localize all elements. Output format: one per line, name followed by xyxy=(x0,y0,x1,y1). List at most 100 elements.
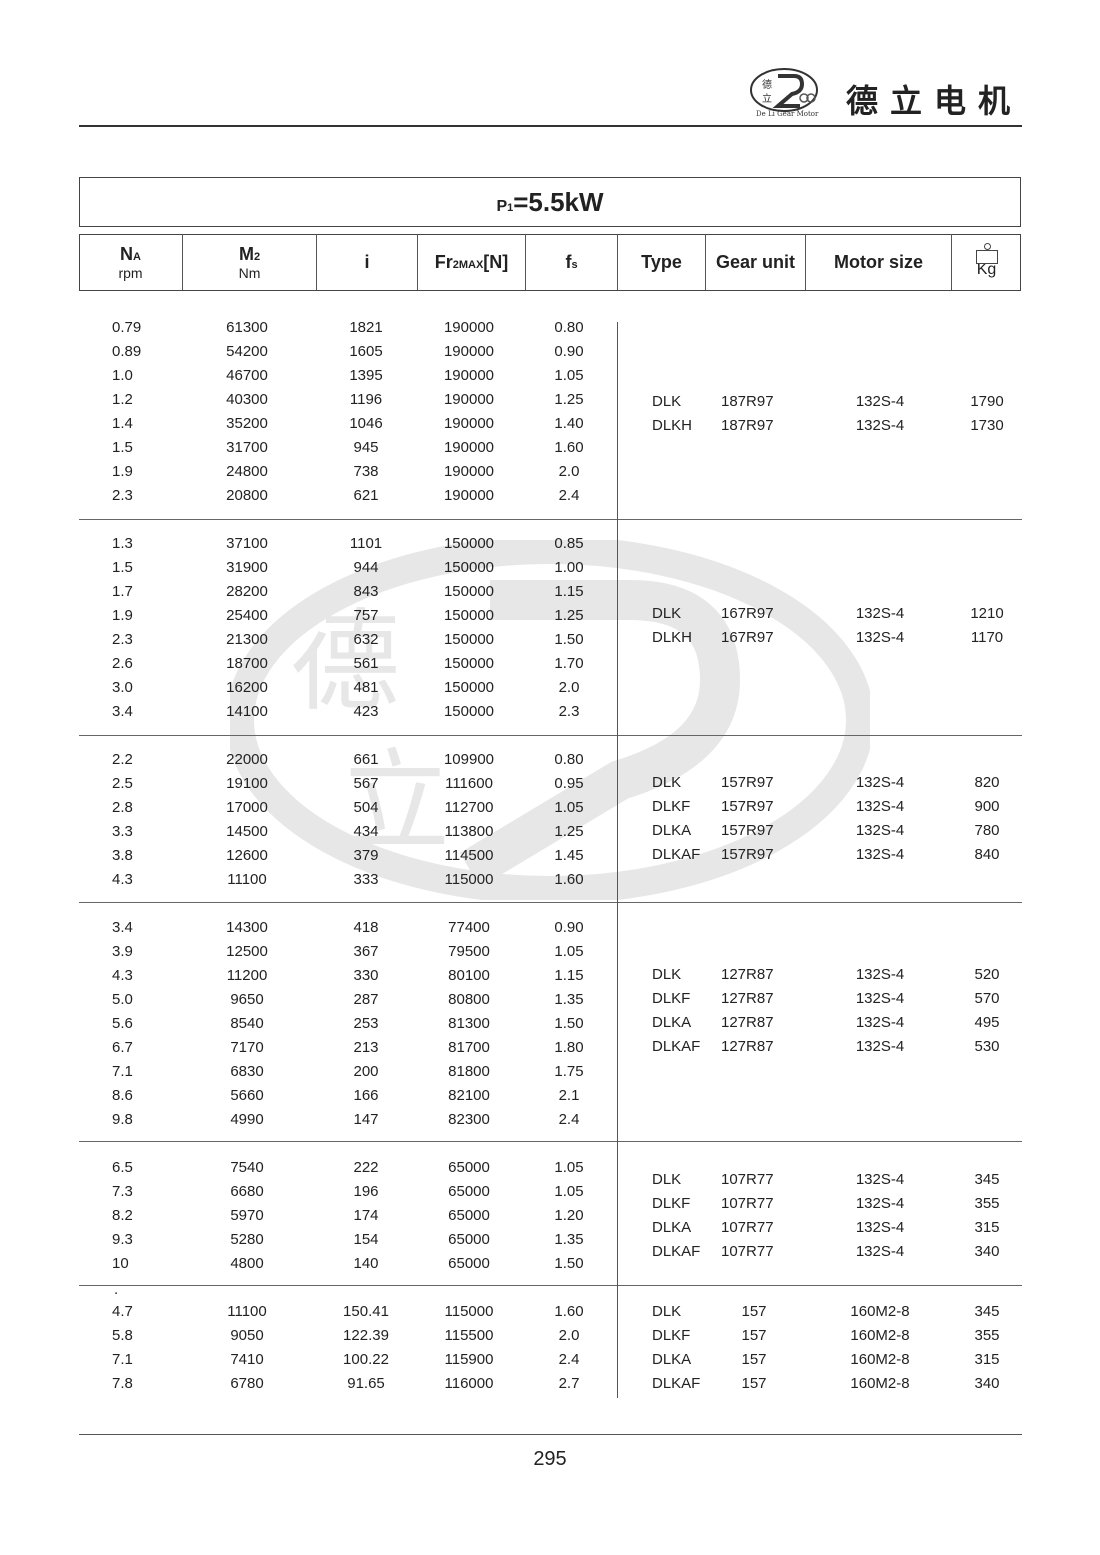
cell-fs: 1.60 xyxy=(554,871,584,888)
cell-i: 1046 xyxy=(349,415,383,432)
cell-fr2max: 190000 xyxy=(443,415,495,432)
cell-na: 3.4 xyxy=(112,703,133,720)
cell-fs: 1.00 xyxy=(554,559,584,576)
cell-na: 7.1 xyxy=(112,1063,133,1080)
cell-i: 333 xyxy=(353,871,379,888)
cell-fr2max: 109900 xyxy=(443,751,495,768)
cell-fs: 1.15 xyxy=(554,967,584,984)
cell-fs: 1.60 xyxy=(554,1303,584,1320)
cell-type: DLKAF xyxy=(652,1038,701,1055)
cell-m2: 40300 xyxy=(226,391,268,408)
cell-m2: 35200 xyxy=(226,415,268,432)
section-divider xyxy=(79,902,1022,903)
cell-type: DLKAF xyxy=(652,846,701,863)
section-divider xyxy=(79,1285,1022,1286)
cell-i: 632 xyxy=(353,631,379,648)
cell-fs: 1.50 xyxy=(554,631,584,648)
cell-fs: 1.35 xyxy=(554,1231,584,1248)
cell-m2: 8540 xyxy=(230,1015,264,1032)
cell-i: 843 xyxy=(353,583,379,600)
cell-motor-size: 160M2-8 xyxy=(850,1375,910,1392)
cell-weight: 530 xyxy=(974,1038,1000,1055)
cell-type: DLKF xyxy=(652,1327,691,1344)
cell-fr2max: 81800 xyxy=(448,1063,490,1080)
cell-fs: 2.1 xyxy=(558,1087,580,1104)
cell-i: 567 xyxy=(353,775,379,792)
cell-fs: 1.20 xyxy=(554,1207,584,1224)
cell-i: 757 xyxy=(353,607,379,624)
cell-m2: 14300 xyxy=(226,919,268,936)
cell-na: 1.7 xyxy=(112,583,133,600)
cell-i: 481 xyxy=(353,679,379,696)
table-header xyxy=(79,234,1021,291)
cell-m2: 54200 xyxy=(226,343,268,360)
header-motor-size: Motor size xyxy=(806,234,952,290)
cell-weight: 345 xyxy=(974,1171,1000,1188)
cell-fs: 1.05 xyxy=(554,799,584,816)
cell-fs: 2.4 xyxy=(558,1111,580,1128)
cell-fr2max: 150000 xyxy=(443,703,495,720)
title-subscript: 1 xyxy=(507,201,514,214)
cell-weight: 315 xyxy=(974,1351,1000,1368)
header-weight: Kg xyxy=(952,234,1021,290)
cell-motor-size: 160M2-8 xyxy=(850,1351,910,1368)
section-divider xyxy=(79,1141,1022,1142)
cell-na: 1.9 xyxy=(112,463,133,480)
cell-fr2max: 115000 xyxy=(444,871,494,888)
cell-na: 1.3 xyxy=(112,535,133,552)
brand-name: 德立电机 xyxy=(846,82,1023,120)
section-divider xyxy=(79,519,1022,520)
cell-weight: 1170 xyxy=(970,629,1004,646)
cell-m2: 31900 xyxy=(226,559,268,576)
cell-fr2max: 79500 xyxy=(448,943,490,960)
cell-i: 423 xyxy=(353,703,379,720)
cell-motor-size: 132S-4 xyxy=(855,846,905,863)
bottom-rule xyxy=(79,1434,1022,1435)
cell-fr2max: 190000 xyxy=(443,439,495,456)
cell-type: DLKAF xyxy=(652,1375,701,1392)
cell-fs: 2.7 xyxy=(558,1375,580,1392)
cell-fr2max: 115000 xyxy=(444,1303,494,1320)
cell-i: 140 xyxy=(353,1255,379,1272)
cell-motor-size: 132S-4 xyxy=(855,417,905,434)
cell-na: 2.6 xyxy=(112,655,133,672)
section-divider xyxy=(79,735,1022,736)
cell-m2: 37100 xyxy=(226,535,268,552)
cell-fs: 2.4 xyxy=(558,487,580,504)
cell-type: DLKF xyxy=(652,798,691,815)
cell-type: DLKA xyxy=(652,1351,692,1368)
cell-motor-size: 132S-4 xyxy=(855,966,905,983)
cell-na: 3.0 xyxy=(112,679,133,696)
svg-text:立: 立 xyxy=(762,92,772,105)
cell-i: 1605 xyxy=(349,343,383,360)
cell-weight: 345 xyxy=(974,1303,1000,1320)
cell-i: 200 xyxy=(353,1063,379,1080)
cell-motor-size: 160M2-8 xyxy=(850,1327,910,1344)
cell-m2: 12600 xyxy=(226,847,268,864)
cell-m2: 28200 xyxy=(226,583,268,600)
cell-weight: 315 xyxy=(974,1219,1000,1236)
cell-na: 3.9 xyxy=(112,943,133,960)
cell-i: 147 xyxy=(353,1111,379,1128)
cell-weight: 340 xyxy=(974,1375,1000,1392)
cell-i: 1395 xyxy=(349,367,383,384)
cell-m2: 9650 xyxy=(230,991,264,1008)
cell-m2: 11100 xyxy=(227,1303,267,1320)
cell-na: 0.89 xyxy=(112,343,142,360)
cell-fr2max: 65000 xyxy=(448,1207,490,1224)
cell-m2: 4800 xyxy=(230,1255,264,1272)
cell-gear-unit: 187R97 xyxy=(721,393,774,410)
cell-fr2max: 150000 xyxy=(443,631,495,648)
cell-m2: 6830 xyxy=(230,1063,264,1080)
cell-fs: 0.90 xyxy=(554,919,584,936)
cell-m2: 14500 xyxy=(226,823,268,840)
cell-weight: 520 xyxy=(974,966,1000,983)
cell-gear-unit: 107R77 xyxy=(721,1243,774,1260)
cell-na: 3.4 xyxy=(112,919,133,936)
cell-fr2max: 77400 xyxy=(448,919,490,936)
cell-m2: 20800 xyxy=(226,487,268,504)
cell-weight: 340 xyxy=(974,1243,1000,1260)
cell-i: 174 xyxy=(353,1207,379,1224)
cell-m2: 25400 xyxy=(226,607,268,624)
cell-gear-unit: 167R97 xyxy=(721,605,774,622)
